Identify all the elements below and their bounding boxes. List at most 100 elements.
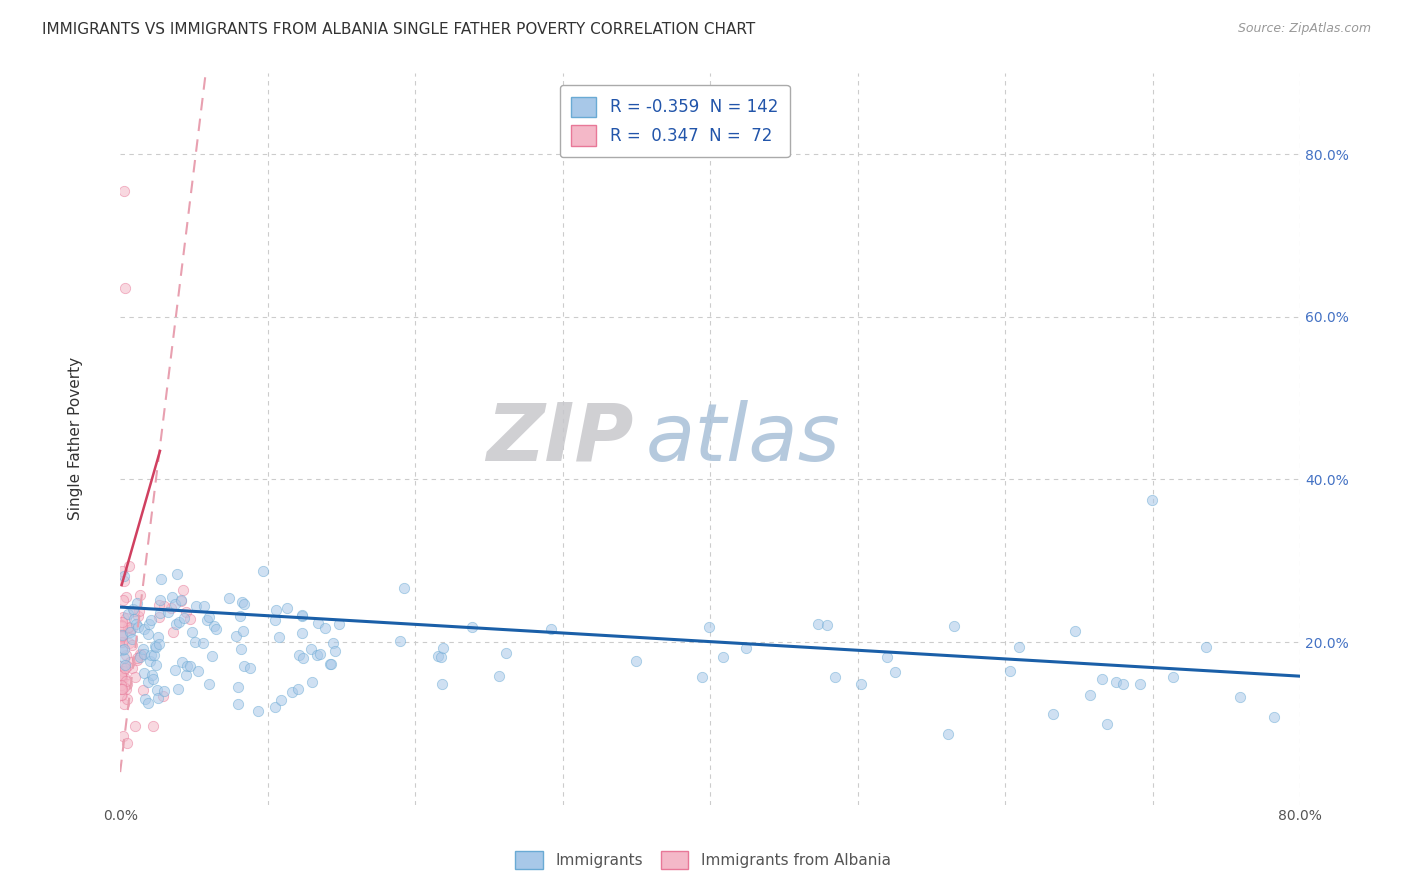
Point [943,619,966,633]
Point [252,564,274,578]
Point [201,648,224,663]
Point [1129,676,1152,690]
Point [142,719,165,733]
Point [136,675,159,690]
Point [204,622,226,636]
Point [267,630,290,644]
Point [156,605,179,619]
Point [110,689,132,703]
Point [148,598,170,612]
Point [291,609,314,624]
Point [460,620,482,634]
Point [110,673,132,687]
Point [148,610,170,624]
Point [110,564,132,578]
Point [138,697,160,711]
Point [131,648,153,663]
Point [1095,716,1118,731]
Point [734,640,756,655]
Point [184,599,207,614]
Point [111,628,134,642]
Legend: R = -0.359  N = 142, R =  0.347  N =  72: R = -0.359 N = 142, R = 0.347 N = 72 [560,85,790,157]
Point [328,617,350,632]
Point [233,659,256,673]
Point [1104,675,1126,690]
Point [1042,706,1064,721]
Text: atlas: atlas [645,400,839,478]
Point [323,644,346,658]
Point [148,691,170,706]
Point [1091,673,1114,687]
Point [112,184,135,198]
Point [307,616,329,631]
Point [226,697,249,711]
Point [128,650,150,665]
Point [129,648,152,662]
Point [110,659,132,673]
Point [134,666,156,681]
Point [150,572,173,586]
Point [187,664,209,678]
Point [876,650,898,665]
Point [276,600,298,615]
Point [111,640,134,655]
Text: IMMIGRANTS VS IMMIGRANTS FROM ALBANIA SINGLE FATHER POVERTY CORRELATION CHART: IMMIGRANTS VS IMMIGRANTS FROM ALBANIA SI… [42,22,755,37]
Text: ZIP: ZIP [486,400,634,478]
Point [292,651,315,665]
Point [122,613,145,627]
Point [824,670,846,684]
Point [239,661,262,675]
Point [115,659,138,673]
Point [849,677,872,691]
Point [117,620,139,634]
Point [127,620,149,634]
Point [111,681,134,696]
Text: Single Father Poverty: Single Father Poverty [67,357,83,520]
Point [170,655,193,669]
Point [125,616,148,631]
Point [1142,492,1164,507]
Point [110,618,132,632]
Point [247,704,270,718]
Point [163,598,186,612]
Point [141,613,163,627]
Point [115,681,138,696]
Point [111,729,134,743]
Point [121,661,143,675]
Point [152,690,174,704]
Point [110,681,132,695]
Point [112,651,135,665]
Point [125,596,148,610]
Point [299,642,322,657]
Point [115,648,138,662]
Point [264,700,287,714]
Point [165,663,187,677]
Point [172,582,194,597]
Point [301,675,323,690]
Point [1161,670,1184,684]
Point [264,603,287,617]
Point [166,567,188,582]
Point [936,727,959,741]
Point [697,619,720,633]
Point [112,642,135,657]
Point [193,599,215,614]
Point [430,649,453,664]
Point [148,630,170,644]
Point [146,682,169,697]
Point [232,624,254,639]
Point [307,648,329,662]
Point [114,673,136,688]
Point [120,623,142,637]
Point [111,592,134,607]
Point [121,602,143,616]
Point [110,635,132,649]
Point [1112,677,1135,691]
Point [118,635,141,649]
Point [162,625,184,640]
Point [228,680,250,694]
Point [495,646,517,660]
Point [713,650,735,665]
Point [225,629,247,643]
Point [131,641,153,656]
